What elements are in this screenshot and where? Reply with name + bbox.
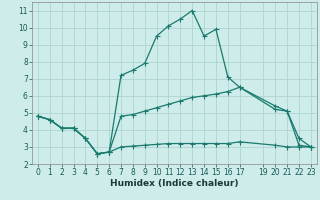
X-axis label: Humidex (Indice chaleur): Humidex (Indice chaleur) <box>110 179 239 188</box>
